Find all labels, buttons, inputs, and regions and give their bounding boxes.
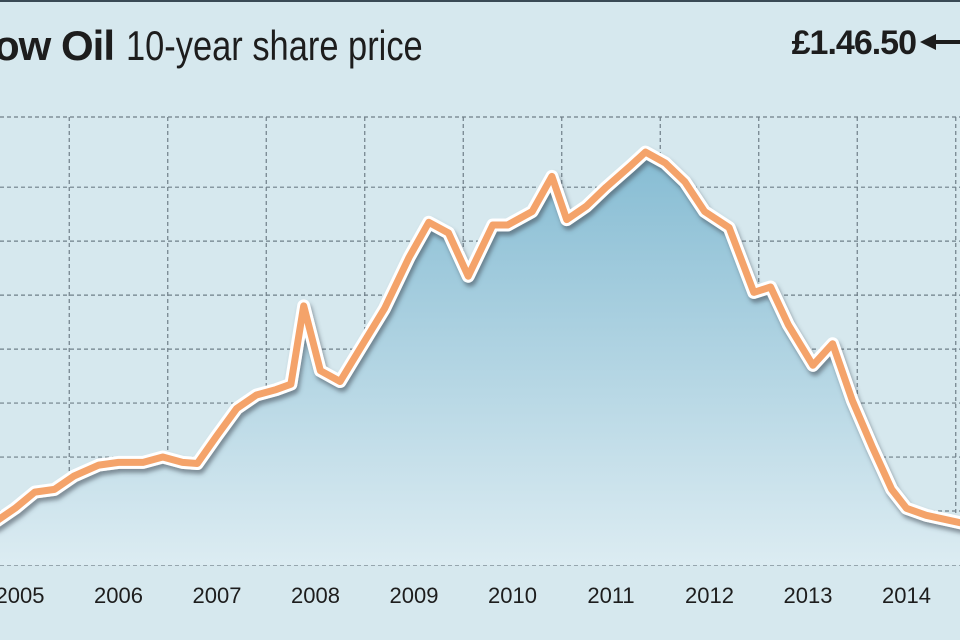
chart-title: ow Oil 10-year share price: [0, 22, 488, 70]
arrow-left-icon: [920, 34, 960, 50]
current-price-callout: £1.46.50: [791, 24, 917, 62]
x-tick-label: 2012: [685, 583, 734, 608]
x-tick-label: 2010: [488, 583, 537, 608]
x-tick-label: 2014: [882, 583, 931, 608]
price-line: [0, 148, 960, 527]
x-axis-ticks: 2005 2006 2007 2008 2009 2010 2011 2012 2013 2014…: [0, 583, 931, 608]
x-tick-label: 2007: [193, 583, 242, 608]
chart-title-company: ow Oil: [0, 22, 115, 69]
price-area: [0, 152, 960, 565]
x-tick-label: 2006: [94, 583, 143, 608]
chart-title-subtitle: 10-year share price: [125, 22, 423, 69]
x-tick-label: 2008: [291, 583, 340, 608]
x-tick-label: 2005: [0, 583, 44, 608]
x-tick-label: 2013: [784, 583, 833, 608]
x-tick-label: 2011: [587, 583, 634, 608]
x-tick-label: 2009: [390, 583, 439, 608]
